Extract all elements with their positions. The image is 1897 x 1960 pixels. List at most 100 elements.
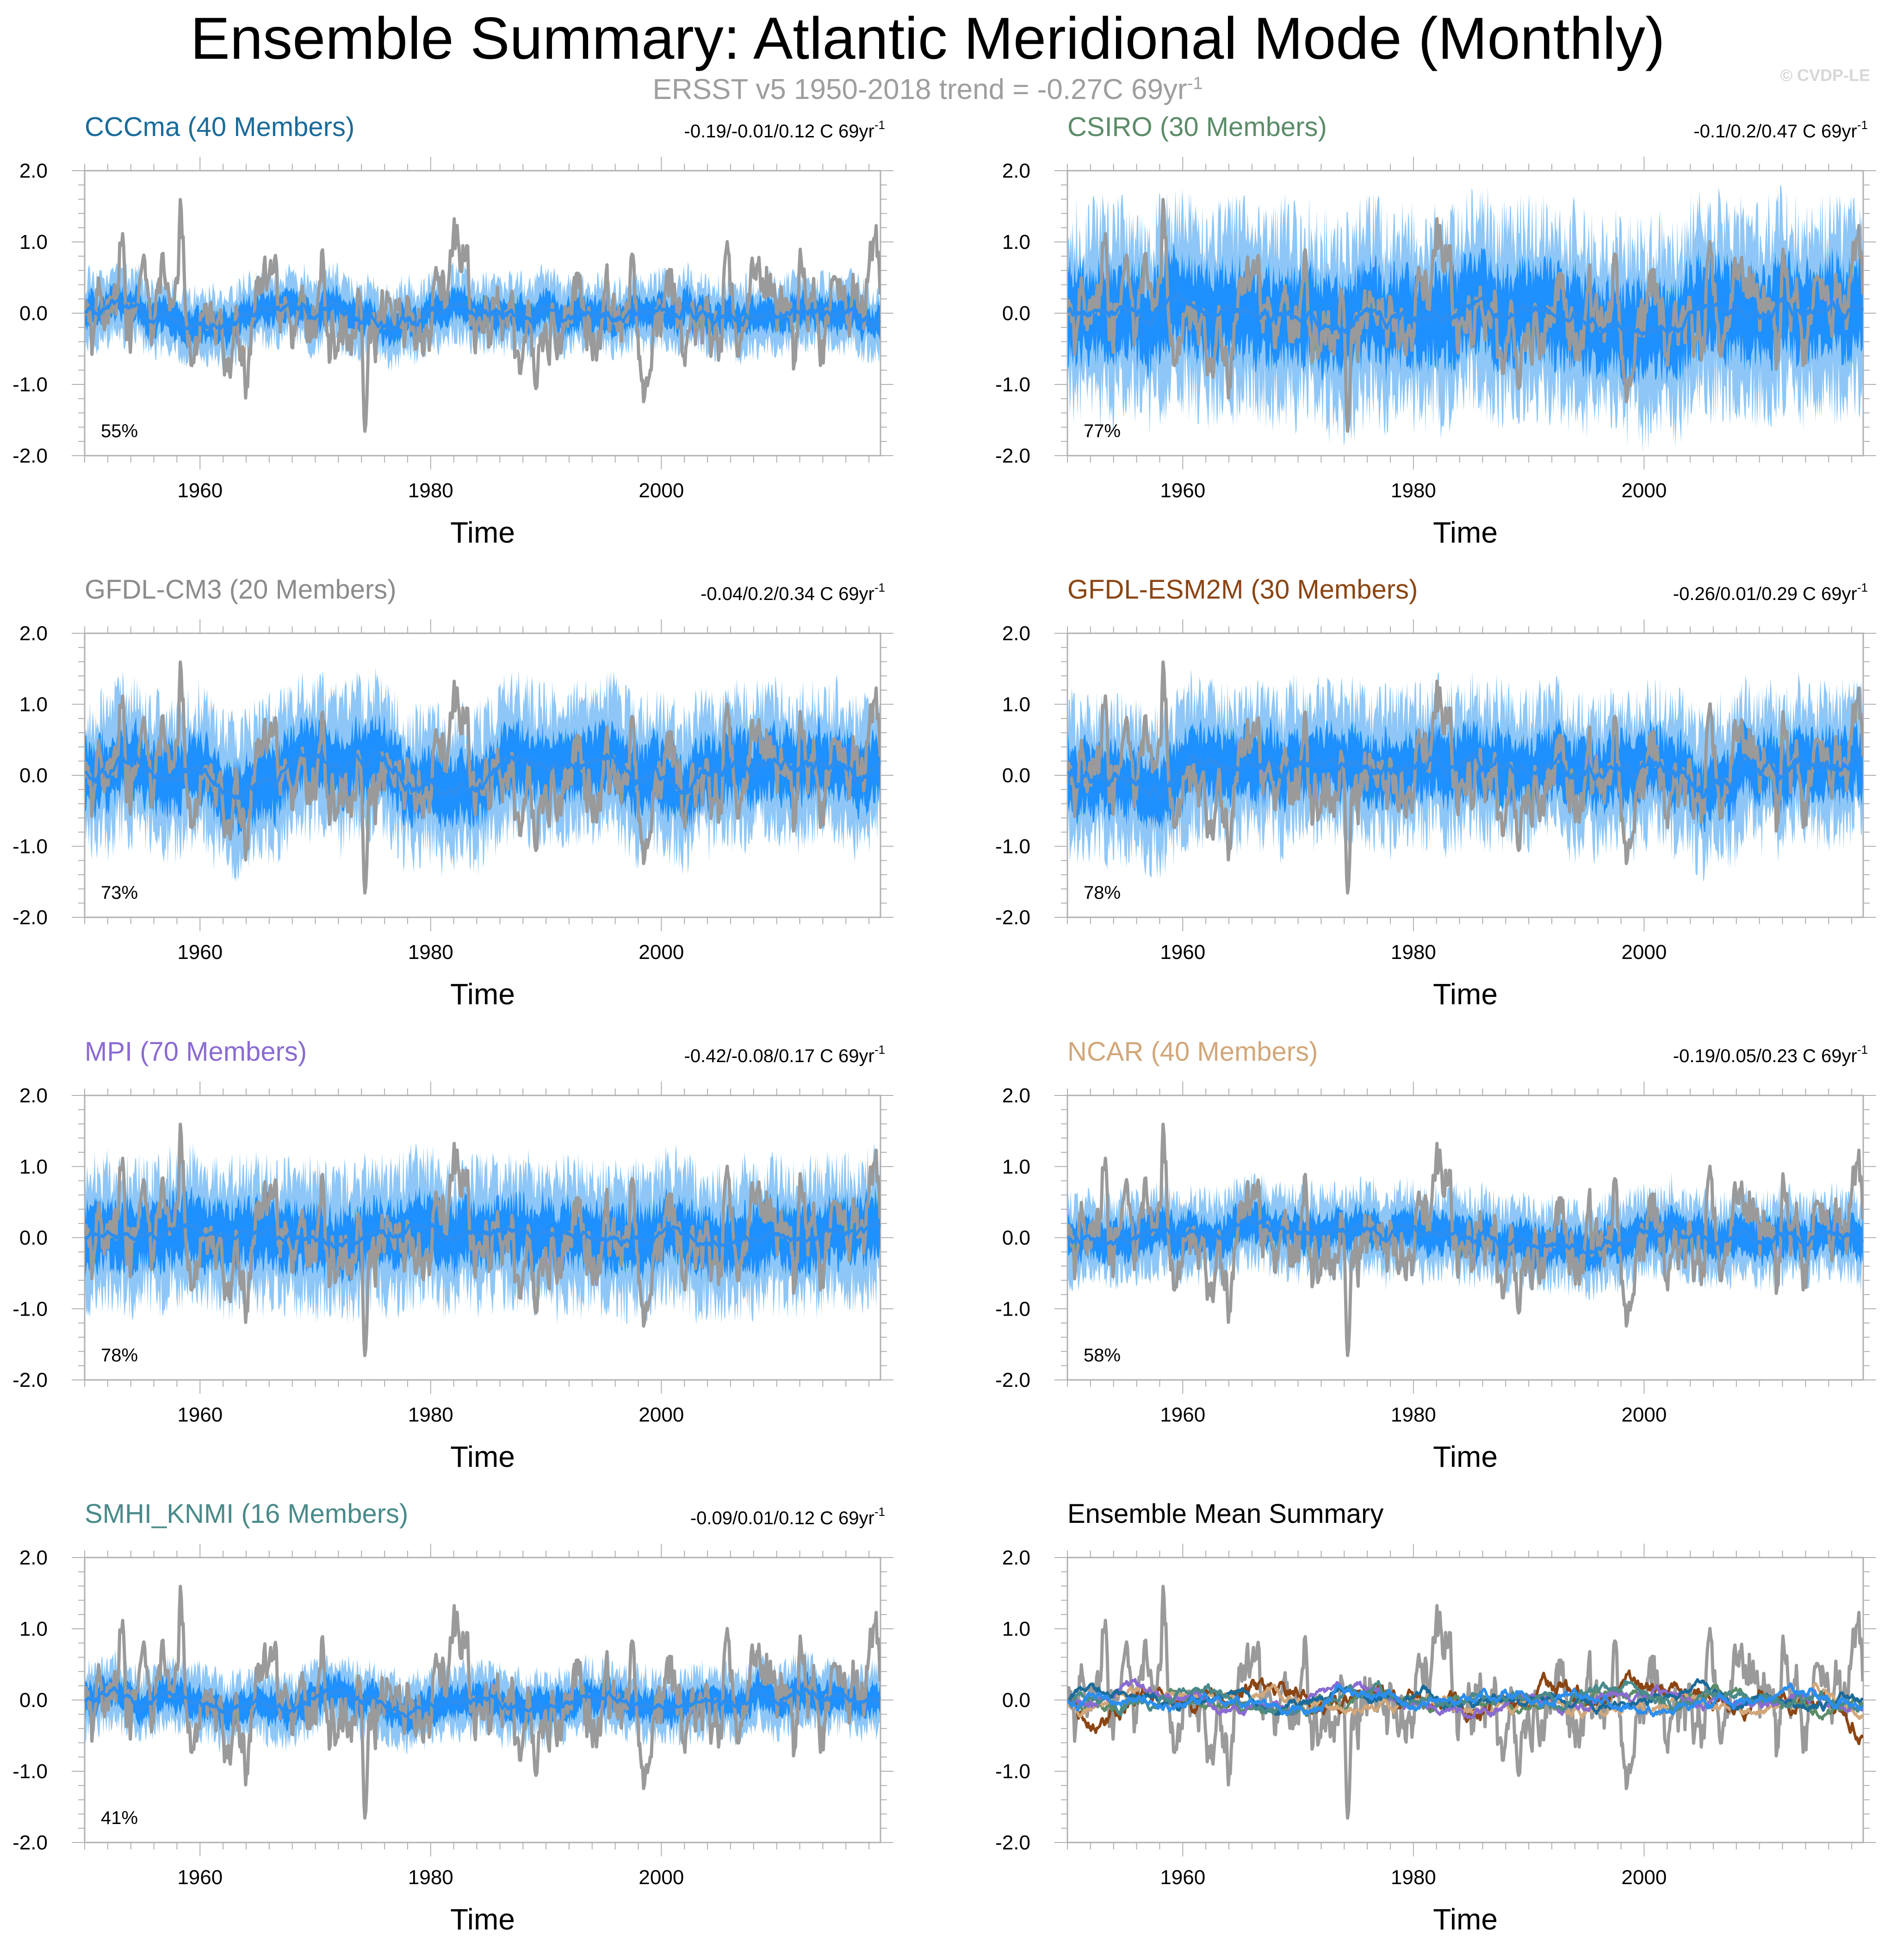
x-tick-label: 2000 bbox=[639, 479, 684, 502]
trend-range-superscript: -1 bbox=[1857, 118, 1868, 132]
y-tick-label: 1.0 bbox=[19, 693, 48, 716]
ensemble-mean-line bbox=[85, 298, 880, 332]
y-tick-label: -1.0 bbox=[995, 373, 1030, 396]
plot-area bbox=[1067, 660, 1863, 895]
ensemble-mean-series-line bbox=[1067, 1680, 1863, 1717]
percent-label: 58% bbox=[1084, 1345, 1121, 1366]
y-tick-label: 1.0 bbox=[1002, 693, 1030, 716]
x-axis-label: Time bbox=[450, 977, 515, 1011]
subtitle-text: ERSST v5 1950-2018 trend = -0.27C 69yr bbox=[652, 74, 1187, 105]
y-tick-label: -2.0 bbox=[995, 1369, 1030, 1391]
ensemble-mean-line bbox=[85, 749, 880, 802]
y-tick-label: 2.0 bbox=[19, 622, 48, 645]
trend-range-superscript: -1 bbox=[874, 581, 885, 594]
subtitle-superscript: -1 bbox=[1187, 74, 1203, 93]
y-tick-label: -2.0 bbox=[995, 445, 1030, 467]
x-axis-label: Time bbox=[1433, 1440, 1498, 1473]
page-subtitle: ERSST v5 1950-2018 trend = -0.27C 69yr-1 bbox=[0, 73, 1855, 106]
plot-area bbox=[1067, 1122, 1863, 1357]
copyright-watermark: © CVDP-LE bbox=[1780, 66, 1870, 85]
y-tick-label: -2.0 bbox=[12, 906, 48, 929]
x-tick-label: 1980 bbox=[1391, 1866, 1436, 1889]
y-tick-label: -2.0 bbox=[12, 445, 48, 467]
ensemble-mean-line bbox=[1067, 292, 1863, 337]
y-tick-label: 2.0 bbox=[19, 160, 48, 182]
x-tick-label: 1980 bbox=[1391, 479, 1436, 502]
trend-range-text: -0.42/-0.08/0.17 C 69yr bbox=[684, 1046, 874, 1066]
y-tick-label: -1.0 bbox=[12, 1760, 48, 1783]
trend-range-text: -0.09/0.01/0.12 C 69yr bbox=[690, 1508, 874, 1528]
trend-range-label: -0.42/-0.08/0.17 C 69yr-1 bbox=[684, 1043, 885, 1066]
panel-title: CSIRO (30 Members) bbox=[1067, 112, 1327, 142]
panel-mpi: 2.0 1.0 0.0 -1.0 -2.0 1960 1980 2000 Time MPI (70… bbox=[12, 1037, 893, 1473]
trend-range-superscript: -1 bbox=[874, 1505, 885, 1519]
y-tick-label: 2.0 bbox=[19, 1546, 48, 1569]
trend-range-label: -0.19/-0.01/0.12 C 69yr-1 bbox=[684, 118, 885, 142]
panel-title: CCCma (40 Members) bbox=[85, 112, 354, 142]
x-tick-label: 2000 bbox=[1621, 1404, 1667, 1426]
y-tick-label: 2.0 bbox=[1002, 622, 1030, 645]
y-tick-label: 0.0 bbox=[19, 1689, 48, 1712]
panel-title: GFDL-ESM2M (30 Members) bbox=[1067, 575, 1418, 605]
plot-area bbox=[85, 1122, 880, 1357]
ensemble-mean-line bbox=[1067, 1216, 1863, 1257]
trend-range-label: -0.09/0.01/0.12 C 69yr-1 bbox=[690, 1505, 885, 1528]
y-tick-label: 0.0 bbox=[1002, 764, 1030, 787]
x-tick-label: 1960 bbox=[177, 1866, 223, 1889]
x-axis-label: Time bbox=[450, 516, 515, 549]
y-tick-label: -2.0 bbox=[12, 1369, 48, 1391]
y-tick-label: 0.0 bbox=[19, 1227, 48, 1249]
percent-label: 78% bbox=[1084, 883, 1121, 903]
panel-csiro: 2.0 1.0 0.0 -1.0 -2.0 1960 1980 2000 Time CSIRO (… bbox=[995, 112, 1876, 549]
x-tick-label: 2000 bbox=[639, 1404, 684, 1426]
x-tick-label: 1960 bbox=[177, 941, 223, 964]
panel-gfdl-esm2m: 2.0 1.0 0.0 -1.0 -2.0 1960 1980 2000 Time GFDL-ES… bbox=[995, 575, 1876, 1011]
panel-title: SMHI_KNMI (16 Members) bbox=[85, 1499, 408, 1529]
panel-title: GFDL-CM3 (20 Members) bbox=[85, 575, 397, 605]
y-tick-label: -2.0 bbox=[995, 906, 1030, 929]
y-tick-label: -1.0 bbox=[995, 1760, 1030, 1783]
x-tick-label: 1960 bbox=[1160, 941, 1205, 964]
x-tick-label: 1960 bbox=[1160, 1866, 1205, 1889]
plot-area bbox=[1067, 184, 1863, 453]
panel-title: MPI (70 Members) bbox=[85, 1037, 307, 1067]
trend-range-label: -0.1/0.2/0.47 C 69yr-1 bbox=[1693, 118, 1868, 142]
x-axis-label: Time bbox=[450, 1440, 515, 1473]
trend-range-superscript: -1 bbox=[874, 118, 885, 132]
x-tick-label: 1980 bbox=[408, 941, 453, 964]
percent-label: 41% bbox=[101, 1808, 138, 1828]
trend-range-superscript: -1 bbox=[874, 1043, 885, 1057]
y-tick-label: 0.0 bbox=[1002, 302, 1030, 325]
plot-area bbox=[1067, 1584, 1863, 1820]
percent-label: 73% bbox=[101, 883, 138, 903]
y-tick-label: 1.0 bbox=[1002, 1156, 1030, 1178]
y-tick-label: -2.0 bbox=[995, 1831, 1030, 1854]
y-tick-label: -1.0 bbox=[995, 1298, 1030, 1320]
x-tick-label: 1960 bbox=[1160, 479, 1205, 502]
panel-cccma: 2.0 1.0 0.0 -1.0 -2.0 1960 1980 2000 Time CCCma (… bbox=[12, 112, 893, 549]
x-tick-label: 1980 bbox=[1391, 1404, 1436, 1426]
ensemble-mean-series-line bbox=[1067, 1682, 1863, 1718]
x-axis-label: Time bbox=[1433, 516, 1498, 549]
percent-label: 55% bbox=[101, 421, 138, 441]
plot-area bbox=[85, 1584, 880, 1820]
trend-range-label: -0.04/0.2/0.34 C 69yr-1 bbox=[701, 581, 885, 604]
y-tick-label: 1.0 bbox=[19, 231, 48, 254]
trend-range-superscript: -1 bbox=[1857, 581, 1868, 594]
observed-series-line bbox=[1067, 660, 1863, 895]
trend-range-text: -0.04/0.2/0.34 C 69yr bbox=[701, 584, 874, 604]
observed-series-line bbox=[85, 198, 880, 433]
percent-label: 78% bbox=[101, 1345, 138, 1366]
x-axis-label: Time bbox=[450, 1903, 515, 1936]
y-tick-label: 0.0 bbox=[19, 764, 48, 787]
panel-smhi-knmi: 2.0 1.0 0.0 -1.0 -2.0 1960 1980 2000 Time SMHI_KN… bbox=[12, 1499, 893, 1936]
y-tick-label: 1.0 bbox=[1002, 1618, 1030, 1640]
trend-range-superscript: -1 bbox=[1857, 1043, 1868, 1057]
y-tick-label: -2.0 bbox=[12, 1831, 48, 1854]
panel-title: Ensemble Mean Summary bbox=[1067, 1499, 1383, 1529]
ensemble-inner-range-band bbox=[85, 1668, 880, 1735]
trend-range-text: -0.1/0.2/0.47 C 69yr bbox=[1693, 121, 1857, 142]
y-tick-label: 2.0 bbox=[1002, 160, 1030, 182]
trend-range-label: -0.26/0.01/0.29 C 69yr-1 bbox=[1673, 581, 1868, 604]
